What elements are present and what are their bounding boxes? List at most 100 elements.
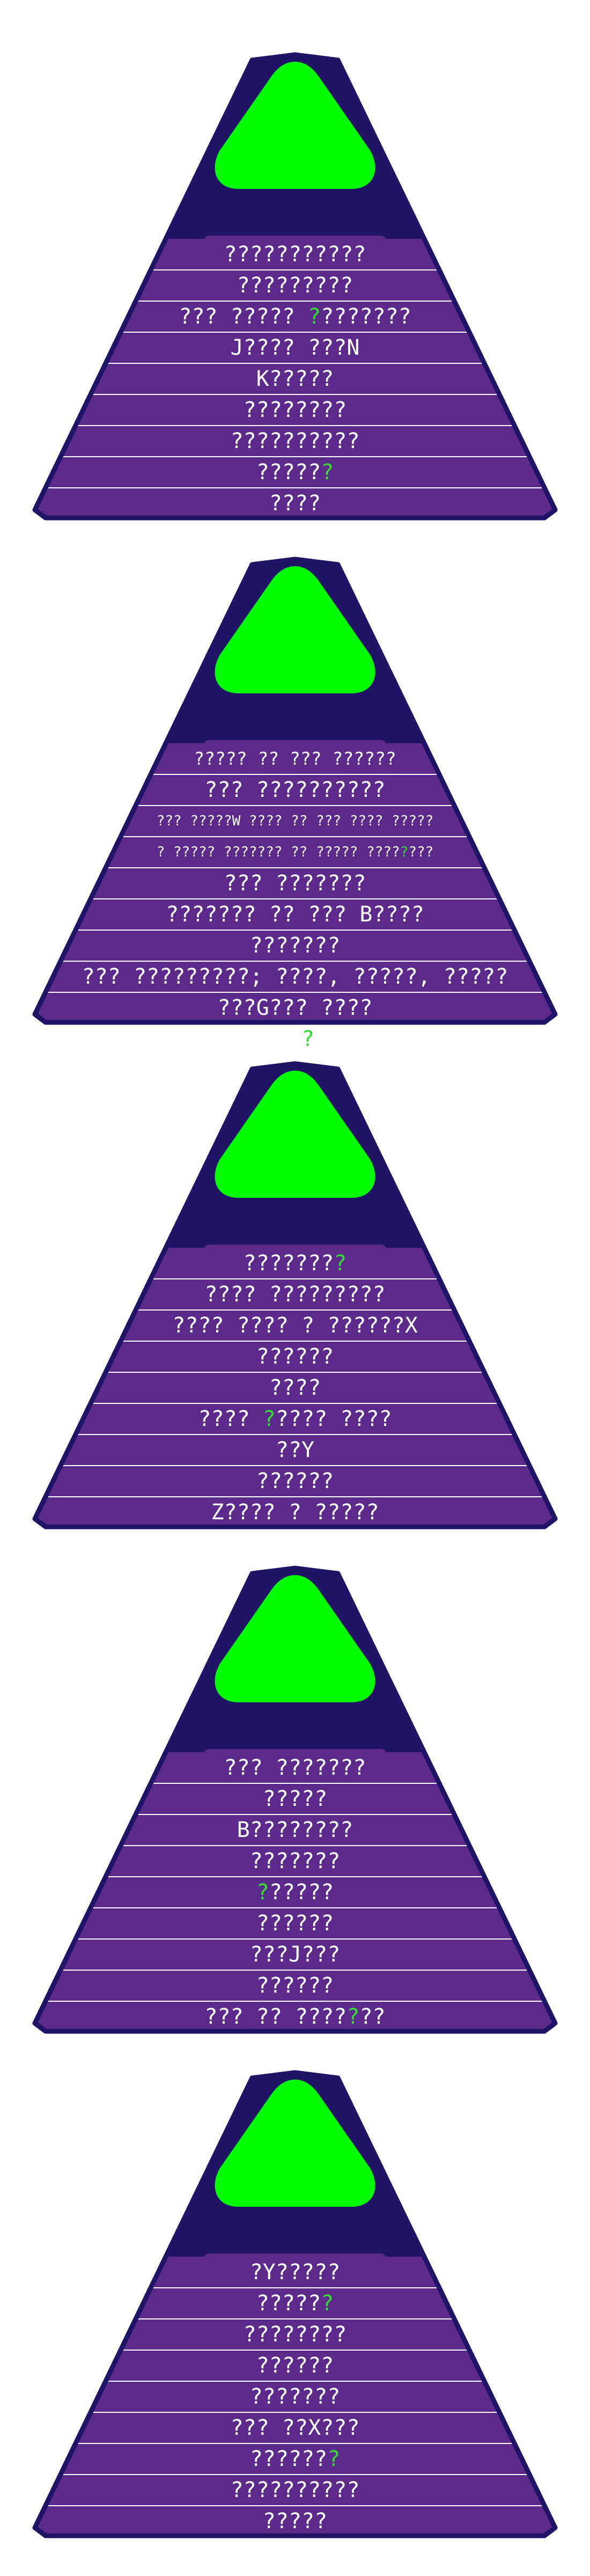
row-text: ?Y????? bbox=[249, 2260, 341, 2285]
row-text: ??? ??????? bbox=[224, 1755, 366, 1780]
pyramid-row: ???? bbox=[27, 488, 563, 519]
row-text: ????? bbox=[256, 460, 321, 485]
pyramid-graphic bbox=[32, 2070, 558, 2538]
pyramid-outline bbox=[32, 557, 558, 1025]
row-text: ?????? bbox=[249, 2447, 328, 2471]
pyramid-rows: ?Y??????????????????????????????????? ??… bbox=[27, 2066, 563, 2565]
row-text: ???? bbox=[314, 1027, 366, 1051]
row-highlight: ? bbox=[400, 844, 409, 860]
pyramid-row: B???????? bbox=[27, 1814, 563, 1846]
row-text: ??? ?????????? bbox=[204, 778, 386, 802]
pyramid-graphic bbox=[32, 1565, 558, 2034]
row-text: ???? bbox=[269, 1375, 321, 1400]
row-text: ??????? bbox=[243, 1251, 334, 1276]
row-text: ??????????? bbox=[224, 242, 366, 267]
row-text: ??? ?? bbox=[224, 1027, 302, 1051]
pyramid-graphic bbox=[32, 557, 558, 1025]
row-text: ? ????? ??????? ?? ????? ???? bbox=[156, 844, 400, 860]
row-text: ??? bbox=[408, 844, 434, 860]
pyramid-row: ???????? bbox=[27, 1248, 563, 1279]
pyramid-row: J???? ???N bbox=[27, 332, 563, 363]
pyramid-3: ???????????? ????????????? ???? ? ??????… bbox=[27, 1057, 563, 1556]
row-text: ??Y bbox=[275, 1438, 315, 1462]
row-text: ??? ??X??? bbox=[230, 2416, 360, 2440]
pyramid-rows: ???????????? ????????????? ???? ? ??????… bbox=[27, 1057, 563, 1556]
pyramid-row: ??? ??????? bbox=[27, 868, 563, 899]
row-text: Z???? ? ????? bbox=[211, 1500, 379, 1525]
row-text: ????K? bbox=[256, 2540, 334, 2565]
pyramid-row: ???J??? bbox=[27, 1939, 563, 1970]
row-text: ?????? bbox=[256, 1973, 334, 1998]
band-cap bbox=[204, 1245, 386, 1255]
pyramid-row: ???? ????????? bbox=[27, 1279, 563, 1310]
row-text: ??? ????? bbox=[179, 304, 308, 329]
pyramid-4: ??? ???????????? B???????????????????????… bbox=[27, 1562, 563, 2060]
band-cap bbox=[204, 2253, 386, 2264]
row-text: ?????? bbox=[256, 1344, 334, 1369]
pyramid-row: ????? bbox=[27, 1783, 563, 1814]
pyramid-row: ??????? bbox=[27, 2381, 563, 2412]
row-text: ???? ???? bbox=[275, 1407, 392, 1431]
band-cap bbox=[204, 740, 386, 751]
row-text: ????? bbox=[262, 1787, 328, 1811]
row-text: ???J??? bbox=[249, 1942, 341, 1967]
green-tip bbox=[215, 566, 375, 693]
row-highlight: ? bbox=[308, 304, 321, 329]
pyramid-row: ??? ?? ??????? bbox=[27, 2001, 563, 2032]
pyramid-row: ???? ???? ? ??????X bbox=[27, 1310, 563, 1341]
pyramid-rows: ??? ???????????? B???????????????????????… bbox=[27, 1562, 563, 2060]
pyramid-row: ???????? bbox=[27, 2319, 563, 2350]
pyramid-row: ??? ??????? bbox=[27, 1023, 563, 1055]
row-text: ??????? bbox=[249, 933, 341, 958]
row-text: ????? bbox=[262, 2509, 328, 2534]
pyramid-row: ? ????? ??????? ?? ????? ???????? bbox=[27, 837, 563, 868]
row-text: ??????? bbox=[249, 1849, 341, 1874]
pyramid-row: ?????? bbox=[27, 1877, 563, 1908]
row-text: ??????? ?? ??? B???? bbox=[166, 902, 424, 927]
pyramid-row: ??? ??X??? bbox=[27, 2412, 563, 2443]
row-highlight: ? bbox=[334, 1251, 347, 1276]
pyramid-row: ????? bbox=[27, 2506, 563, 2537]
pyramid-outline bbox=[32, 1565, 558, 2034]
pyramid-row: ????K? bbox=[27, 2537, 563, 2568]
pyramid-row: ?????????? bbox=[27, 2475, 563, 2506]
pyramid-row: ?????? bbox=[27, 2288, 563, 2319]
pyramid-graphic bbox=[32, 52, 558, 521]
pyramid-2: ????? ?? ??? ????????? ????????????? ???… bbox=[27, 553, 563, 1051]
row-text: ????????? bbox=[237, 273, 353, 298]
pyramid-row: ?????? bbox=[27, 1341, 563, 1372]
row-text: ???????? bbox=[243, 2322, 347, 2347]
pyramid-row: ?????? bbox=[27, 1466, 563, 1497]
pyramid-1: ??????????????????????? ????? ???????? J?… bbox=[27, 48, 563, 547]
pyramid-row: ???????? bbox=[27, 394, 563, 426]
row-text: ???? ????????? bbox=[204, 1282, 386, 1307]
row-highlight: ? bbox=[321, 2291, 334, 2316]
green-tip bbox=[215, 1071, 375, 1198]
row-text: ????? ?? ??? ?????? bbox=[194, 748, 396, 769]
pyramid-row: K????? bbox=[27, 363, 563, 394]
row-highlight: ? bbox=[321, 460, 334, 485]
row-highlight: ? bbox=[346, 2004, 360, 2029]
row-text: ??? ??????? bbox=[224, 871, 366, 896]
row-text: ??? ?? ???? bbox=[204, 2004, 347, 2029]
pyramid-row: ??????? bbox=[27, 2443, 563, 2475]
row-text: ??? ?????W ???? ?? ??? ???? ????? bbox=[156, 813, 434, 829]
row-text: ?????????? bbox=[230, 429, 360, 453]
pyramid-5: ?Y??????????????????????????????????? ??… bbox=[27, 2066, 563, 2565]
pyramid-row: ???? bbox=[27, 1372, 563, 1403]
pyramid-row: ?????????? bbox=[27, 426, 563, 457]
row-highlight: ? bbox=[301, 1027, 315, 1051]
pyramid-row: ?????? bbox=[27, 2350, 563, 2381]
pyramid-row: ??? ????? ???????? bbox=[27, 301, 563, 332]
row-text: ????? bbox=[269, 1880, 334, 1905]
row-text: ???? ???? ? ??????X bbox=[172, 1313, 418, 1338]
pyramid-row: Z???? ? ????? bbox=[27, 1497, 563, 1528]
row-text: ?????? bbox=[256, 1911, 334, 1936]
pyramid-row: ?????? bbox=[27, 1908, 563, 1939]
row-text: ??????? bbox=[249, 2384, 341, 2409]
row-text: B???????? bbox=[237, 1818, 353, 1842]
row-text: ?????? bbox=[256, 1469, 334, 1494]
green-tip bbox=[215, 2080, 375, 2207]
pyramid-rows: ??????????????????????? ????? ???????? J?… bbox=[27, 48, 563, 547]
pyramid-row: ??????????? bbox=[27, 239, 563, 270]
